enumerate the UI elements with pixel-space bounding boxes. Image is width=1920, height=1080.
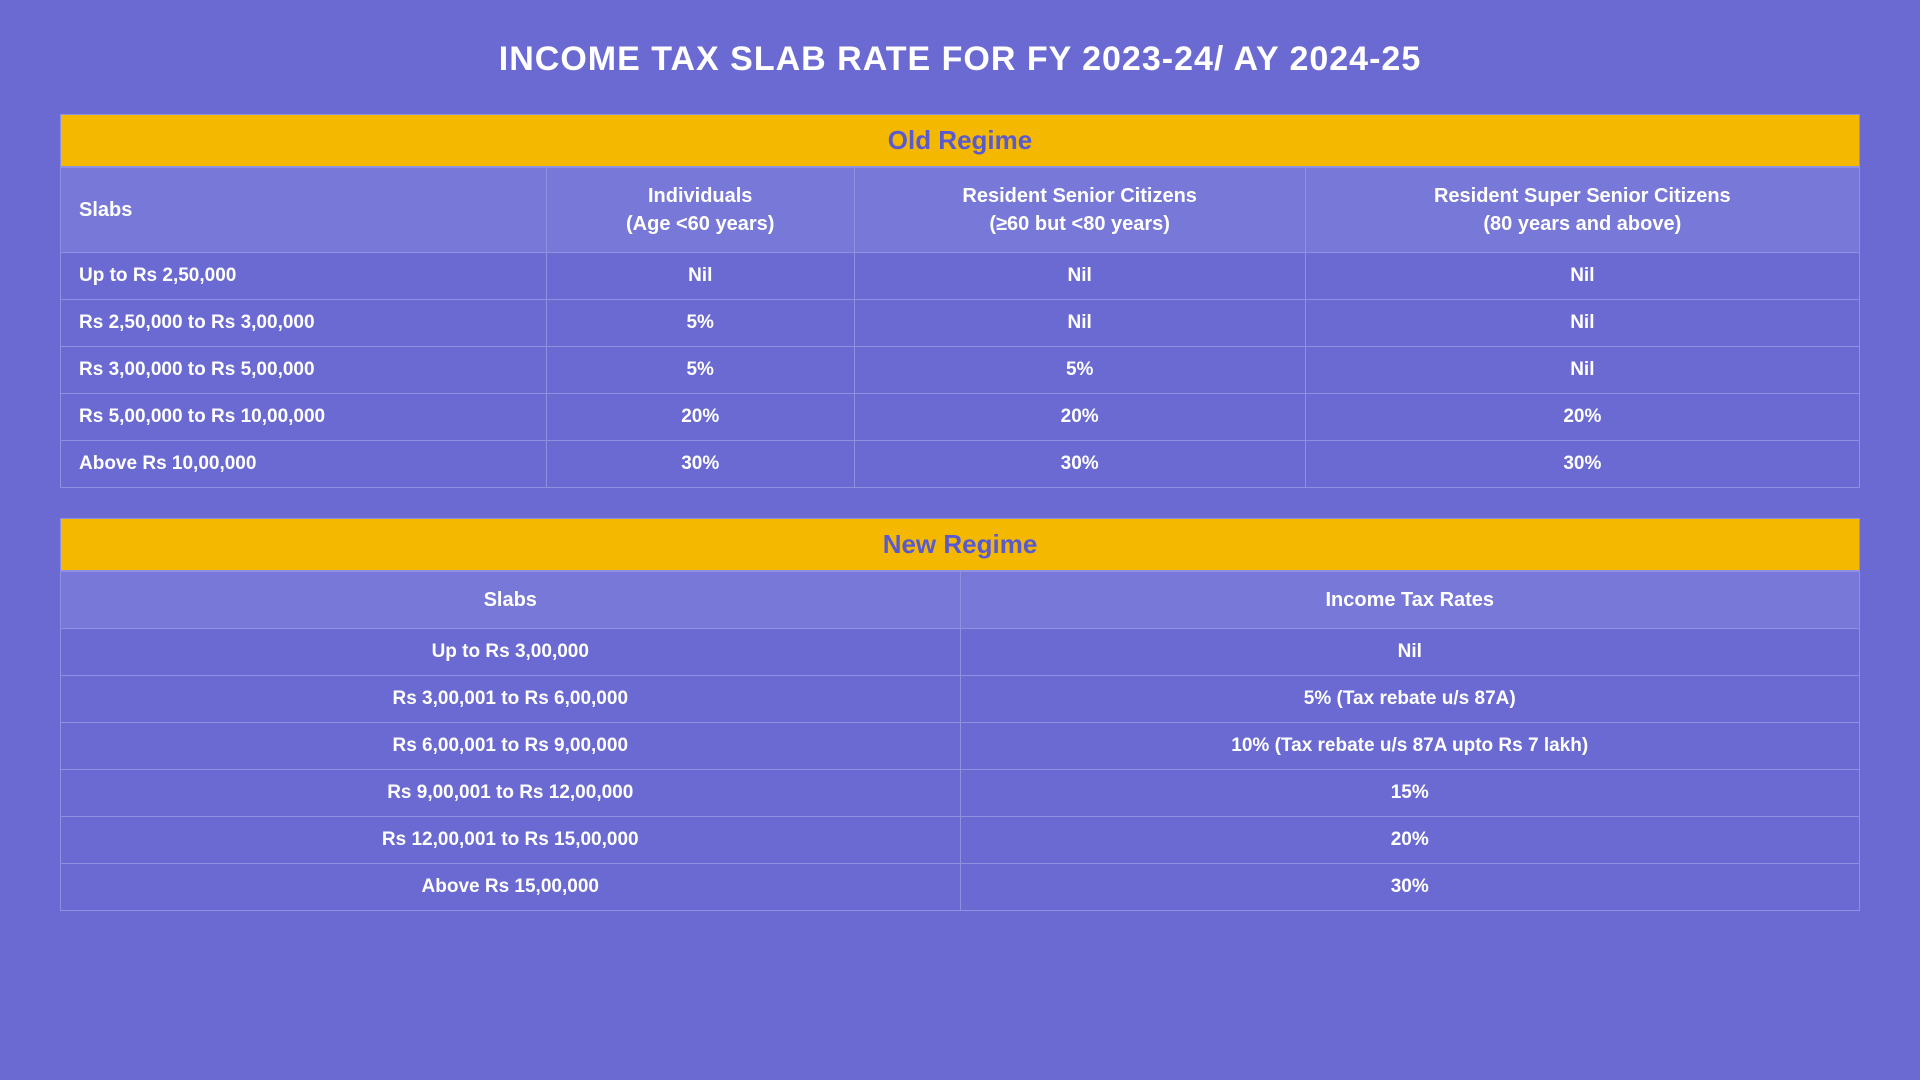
cell-slab: Up to Rs 2,50,000	[61, 253, 547, 300]
col-senior-line2: (≥60 but <80 years)	[989, 213, 1170, 235]
cell-slab: Rs 3,00,001 to Rs 6,00,000	[61, 676, 961, 723]
cell-sup: Nil	[1305, 347, 1859, 394]
col-super-senior: Resident Super Senior Citizens (80 years…	[1305, 168, 1859, 253]
cell-rate: 5% (Tax rebate u/s 87A)	[960, 676, 1860, 723]
cell-slab: Rs 6,00,001 to Rs 9,00,000	[61, 723, 961, 770]
cell-slab: Rs 2,50,000 to Rs 3,00,000	[61, 300, 547, 347]
cell-ind: 5%	[546, 300, 854, 347]
cell-slab: Rs 9,00,001 to Rs 12,00,000	[61, 770, 961, 817]
table-header-row: Slabs Income Tax Rates	[61, 572, 1860, 629]
col-slabs: Slabs	[61, 572, 961, 629]
col-super-line1: Resident Super Senior Citizens	[1434, 185, 1731, 207]
cell-sup: 20%	[1305, 394, 1859, 441]
cell-rate: 15%	[960, 770, 1860, 817]
cell-sen: 30%	[854, 441, 1305, 488]
cell-sen: 5%	[854, 347, 1305, 394]
cell-sen: Nil	[854, 300, 1305, 347]
table-row: Rs 12,00,001 to Rs 15,00,000 20%	[61, 817, 1860, 864]
cell-ind: 30%	[546, 441, 854, 488]
table-row: Rs 6,00,001 to Rs 9,00,000 10% (Tax reba…	[61, 723, 1860, 770]
cell-ind: 20%	[546, 394, 854, 441]
cell-slab: Rs 12,00,001 to Rs 15,00,000	[61, 817, 961, 864]
col-super-line2: (80 years and above)	[1483, 213, 1681, 235]
old-regime-header: Old Regime	[60, 114, 1860, 167]
new-regime-table: Slabs Income Tax Rates Up to Rs 3,00,000…	[60, 571, 1860, 911]
page-title: INCOME TAX SLAB RATE FOR FY 2023-24/ AY …	[60, 40, 1860, 79]
cell-ind: 5%	[546, 347, 854, 394]
table-row: Above Rs 10,00,000 30% 30% 30%	[61, 441, 1860, 488]
col-slabs: Slabs	[61, 168, 547, 253]
table-row: Above Rs 15,00,000 30%	[61, 864, 1860, 911]
cell-slab: Up to Rs 3,00,000	[61, 629, 961, 676]
col-senior-line1: Resident Senior Citizens	[962, 185, 1197, 207]
new-regime-section: New Regime Slabs Income Tax Rates Up to …	[60, 518, 1860, 911]
col-individuals: Individuals (Age <60 years)	[546, 168, 854, 253]
table-row: Rs 9,00,001 to Rs 12,00,000 15%	[61, 770, 1860, 817]
table-row: Rs 3,00,000 to Rs 5,00,000 5% 5% Nil	[61, 347, 1860, 394]
cell-ind: Nil	[546, 253, 854, 300]
cell-sup: Nil	[1305, 253, 1859, 300]
old-regime-table: Slabs Individuals (Age <60 years) Reside…	[60, 167, 1860, 488]
old-regime-section: Old Regime Slabs Individuals (Age <60 ye…	[60, 114, 1860, 488]
cell-rate: 30%	[960, 864, 1860, 911]
cell-sup: 30%	[1305, 441, 1859, 488]
cell-sen: Nil	[854, 253, 1305, 300]
cell-slab: Above Rs 15,00,000	[61, 864, 961, 911]
cell-slab: Rs 3,00,000 to Rs 5,00,000	[61, 347, 547, 394]
table-row: Rs 5,00,000 to Rs 10,00,000 20% 20% 20%	[61, 394, 1860, 441]
col-individuals-line1: Individuals	[648, 185, 752, 207]
col-rates: Income Tax Rates	[960, 572, 1860, 629]
cell-rate: 20%	[960, 817, 1860, 864]
cell-rate: 10% (Tax rebate u/s 87A upto Rs 7 lakh)	[960, 723, 1860, 770]
cell-slab: Above Rs 10,00,000	[61, 441, 547, 488]
table-row: Rs 2,50,000 to Rs 3,00,000 5% Nil Nil	[61, 300, 1860, 347]
cell-sen: 20%	[854, 394, 1305, 441]
cell-slab: Rs 5,00,000 to Rs 10,00,000	[61, 394, 547, 441]
col-individuals-line2: (Age <60 years)	[626, 213, 774, 235]
table-row: Up to Rs 3,00,000 Nil	[61, 629, 1860, 676]
table-row: Up to Rs 2,50,000 Nil Nil Nil	[61, 253, 1860, 300]
col-senior: Resident Senior Citizens (≥60 but <80 ye…	[854, 168, 1305, 253]
table-header-row: Slabs Individuals (Age <60 years) Reside…	[61, 168, 1860, 253]
cell-rate: Nil	[960, 629, 1860, 676]
new-regime-header: New Regime	[60, 518, 1860, 571]
cell-sup: Nil	[1305, 300, 1859, 347]
table-row: Rs 3,00,001 to Rs 6,00,000 5% (Tax rebat…	[61, 676, 1860, 723]
